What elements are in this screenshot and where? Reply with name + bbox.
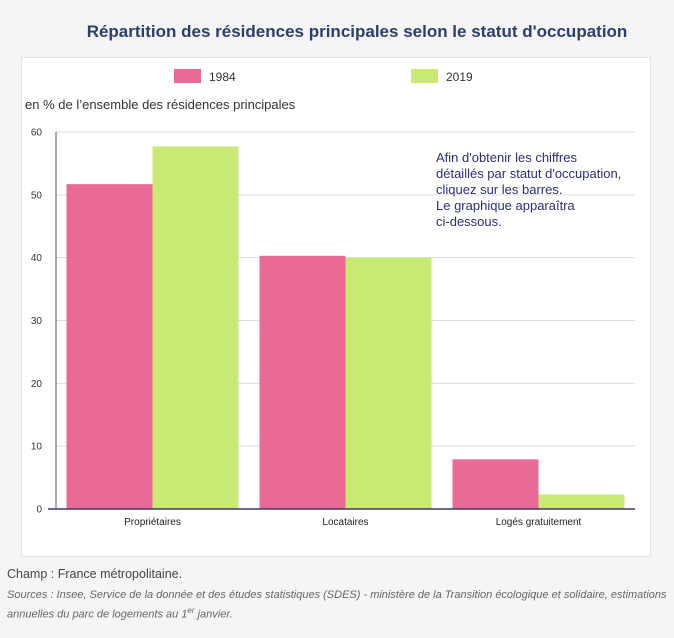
legend-label-1984: 1984 [209, 70, 236, 84]
bar-2019[interactable] [538, 494, 625, 509]
y-tick-label: 0 [36, 505, 42, 516]
y-tick-label: 60 [31, 128, 43, 139]
sources-end: janvier. [194, 608, 233, 621]
bar-2019[interactable] [152, 146, 239, 509]
sources-sup: er [187, 606, 195, 615]
legend-swatch-1984 [174, 69, 201, 83]
bar-2019[interactable] [345, 257, 432, 509]
x-tick-label: Propriétaires [124, 517, 181, 528]
note-line: détaillés par statut d'occupation, [436, 166, 622, 181]
y-tick-label: 20 [31, 379, 43, 390]
legend-swatch-2019 [411, 69, 438, 83]
note-line: ci-dessous. [436, 214, 502, 229]
legend-label-2019: 2019 [446, 70, 473, 84]
note-line: cliquez sur les barres. [436, 182, 563, 197]
sources-note: Sources : Insee, Service de la donnée et… [7, 588, 672, 623]
bar-1984[interactable] [452, 459, 539, 509]
y-axis-label: en % de l’ensemble des résidences princi… [25, 97, 296, 112]
sources-text: Sources : Insee, Service de la donnée et… [7, 589, 667, 621]
x-tick-label: Locataires [322, 517, 368, 528]
y-tick-label: 50 [31, 190, 43, 201]
x-tick-label: Logés gratuitement [496, 517, 582, 528]
note-line: Afin d'obtenir les chiffres [436, 150, 577, 165]
chart-title: Répartition des résidences principales s… [86, 22, 628, 41]
bar-1984[interactable] [66, 184, 153, 509]
y-tick-label: 10 [31, 442, 43, 453]
note-line: Le graphique apparaîtra [436, 198, 575, 213]
click-hint-note: Afin d'obtenir les chiffres détaillés pa… [436, 150, 651, 230]
y-tick-label: 30 [31, 316, 43, 327]
bar-chart: 0 10 20 30 40 50 60 en % de l’ensemble des rési… [25, 69, 635, 528]
scope-note: Champ : France métropolitaine. [7, 567, 183, 581]
chart-panel: 0 10 20 30 40 50 60 en % de l’ensemble des rési… [21, 57, 651, 557]
y-tick-label: 40 [31, 253, 43, 264]
bar-1984[interactable] [259, 255, 346, 509]
